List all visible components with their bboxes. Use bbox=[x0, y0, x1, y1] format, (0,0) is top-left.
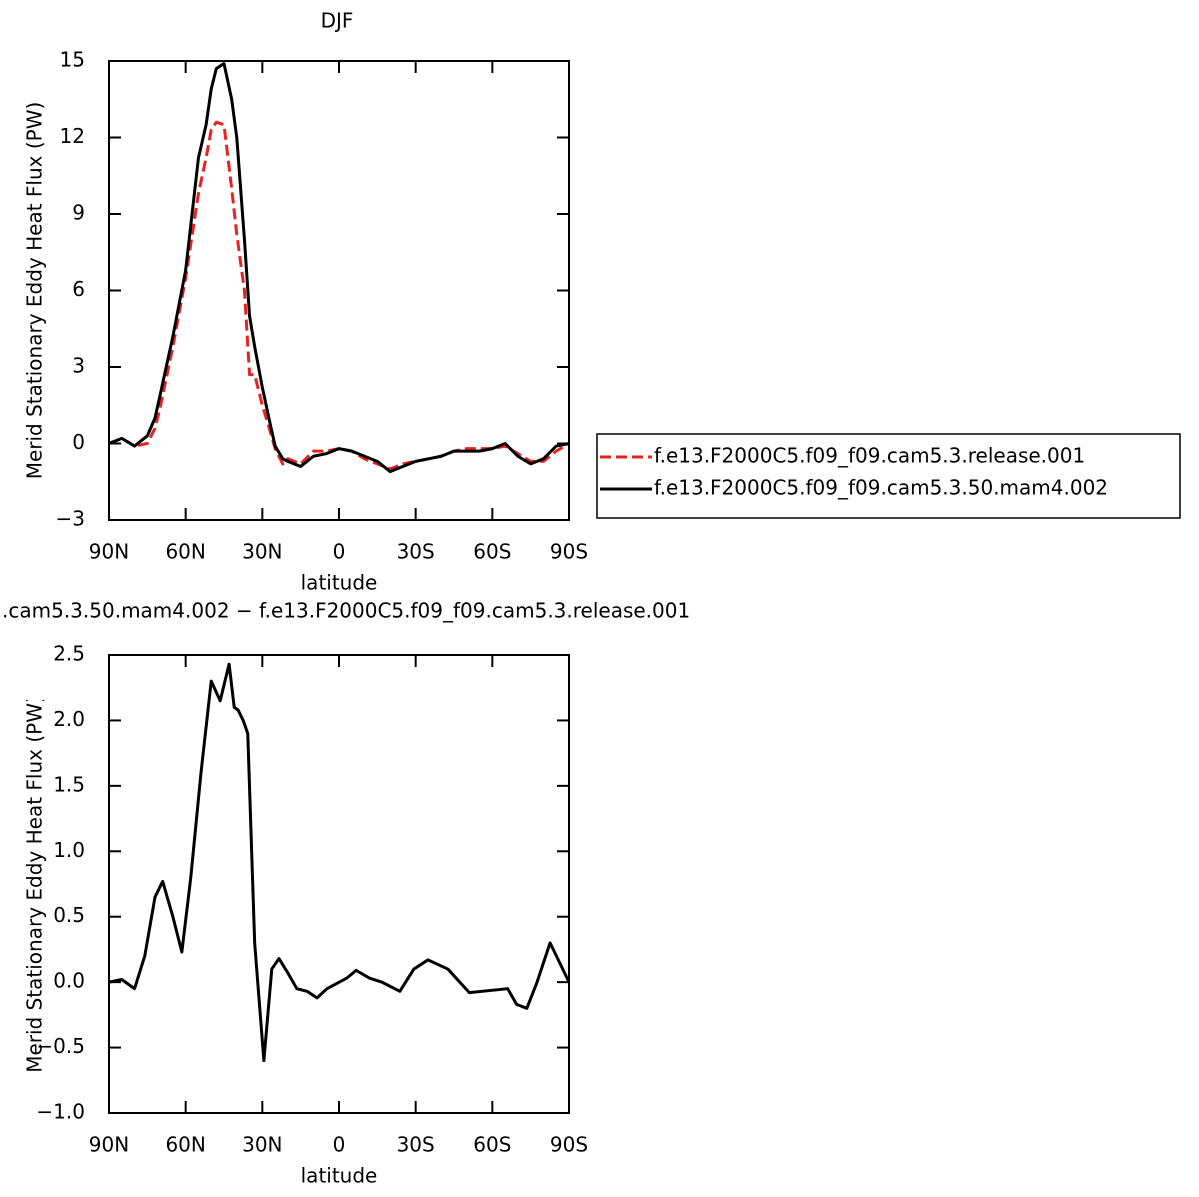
y-tick-label: 3 bbox=[72, 354, 85, 378]
y-tick-label: 12 bbox=[60, 124, 85, 148]
data-line bbox=[108, 62, 570, 474]
y-tick-label: 0.5 bbox=[53, 903, 85, 927]
chart-title: .cam5.3.50.mam4.002 − f.e13.F2000C5.f09_… bbox=[2, 599, 690, 623]
x-tick-label: 60N bbox=[165, 1133, 205, 1157]
x-tick-label: 30S bbox=[397, 540, 435, 564]
x-tick-label: 0 bbox=[333, 1133, 346, 1157]
x-tick-label: 60N bbox=[165, 540, 205, 564]
x-axis-label: latitude bbox=[301, 1164, 378, 1188]
y-tick-label: −0.5 bbox=[36, 1034, 85, 1058]
y-tick-label: −3 bbox=[56, 507, 85, 531]
y-tick-label: 2.5 bbox=[53, 642, 85, 666]
y-tick-label: 15 bbox=[60, 48, 85, 72]
data-line bbox=[108, 662, 571, 1063]
y-tick-label: 9 bbox=[72, 201, 85, 225]
plot-frame bbox=[108, 654, 570, 1114]
x-tick-label: 90N bbox=[89, 1133, 129, 1157]
y-tick-label: −1.0 bbox=[36, 1100, 85, 1124]
y-axis-label: Merid Stationary Eddy Heat Flux (PW) bbox=[23, 102, 47, 480]
x-tick-label: 60S bbox=[473, 1133, 511, 1157]
x-tick-label: 90S bbox=[550, 1133, 588, 1157]
x-tick-label: 30N bbox=[242, 540, 282, 564]
y-axis-label: Merid Stationary Eddy Heat Flux (PW) bbox=[23, 695, 47, 1073]
x-tick-label: 30N bbox=[242, 1133, 282, 1157]
chart-title: DJF bbox=[321, 9, 354, 33]
x-tick-label: 90N bbox=[89, 540, 129, 564]
y-tick-label: 6 bbox=[72, 277, 85, 301]
plot-frame bbox=[108, 60, 570, 521]
x-axis-label: latitude bbox=[301, 571, 378, 595]
y-tick-label: 1.5 bbox=[53, 772, 85, 796]
y-tick-label: 0.0 bbox=[53, 969, 85, 993]
x-tick-label: 0 bbox=[333, 540, 346, 564]
legend-box bbox=[596, 433, 1181, 519]
data-line bbox=[108, 120, 570, 471]
x-tick-label: 30S bbox=[397, 1133, 435, 1157]
y-label-clip: Merid Stationary Eddy Heat Flux (PW) bbox=[23, 695, 47, 1073]
legend-label: f.e13.F2000C5.f09_f09.cam5.3.release.001 bbox=[654, 444, 1085, 468]
y-tick-label: 2.0 bbox=[53, 707, 85, 731]
x-tick-label: 90S bbox=[550, 540, 588, 564]
y-tick-label: 1.0 bbox=[53, 838, 85, 862]
legend-label: f.e13.F2000C5.f09_f09.cam5.3.50.mam4.002 bbox=[654, 476, 1108, 500]
x-tick-label: 60S bbox=[473, 540, 511, 564]
y-tick-label: 0 bbox=[72, 430, 85, 454]
